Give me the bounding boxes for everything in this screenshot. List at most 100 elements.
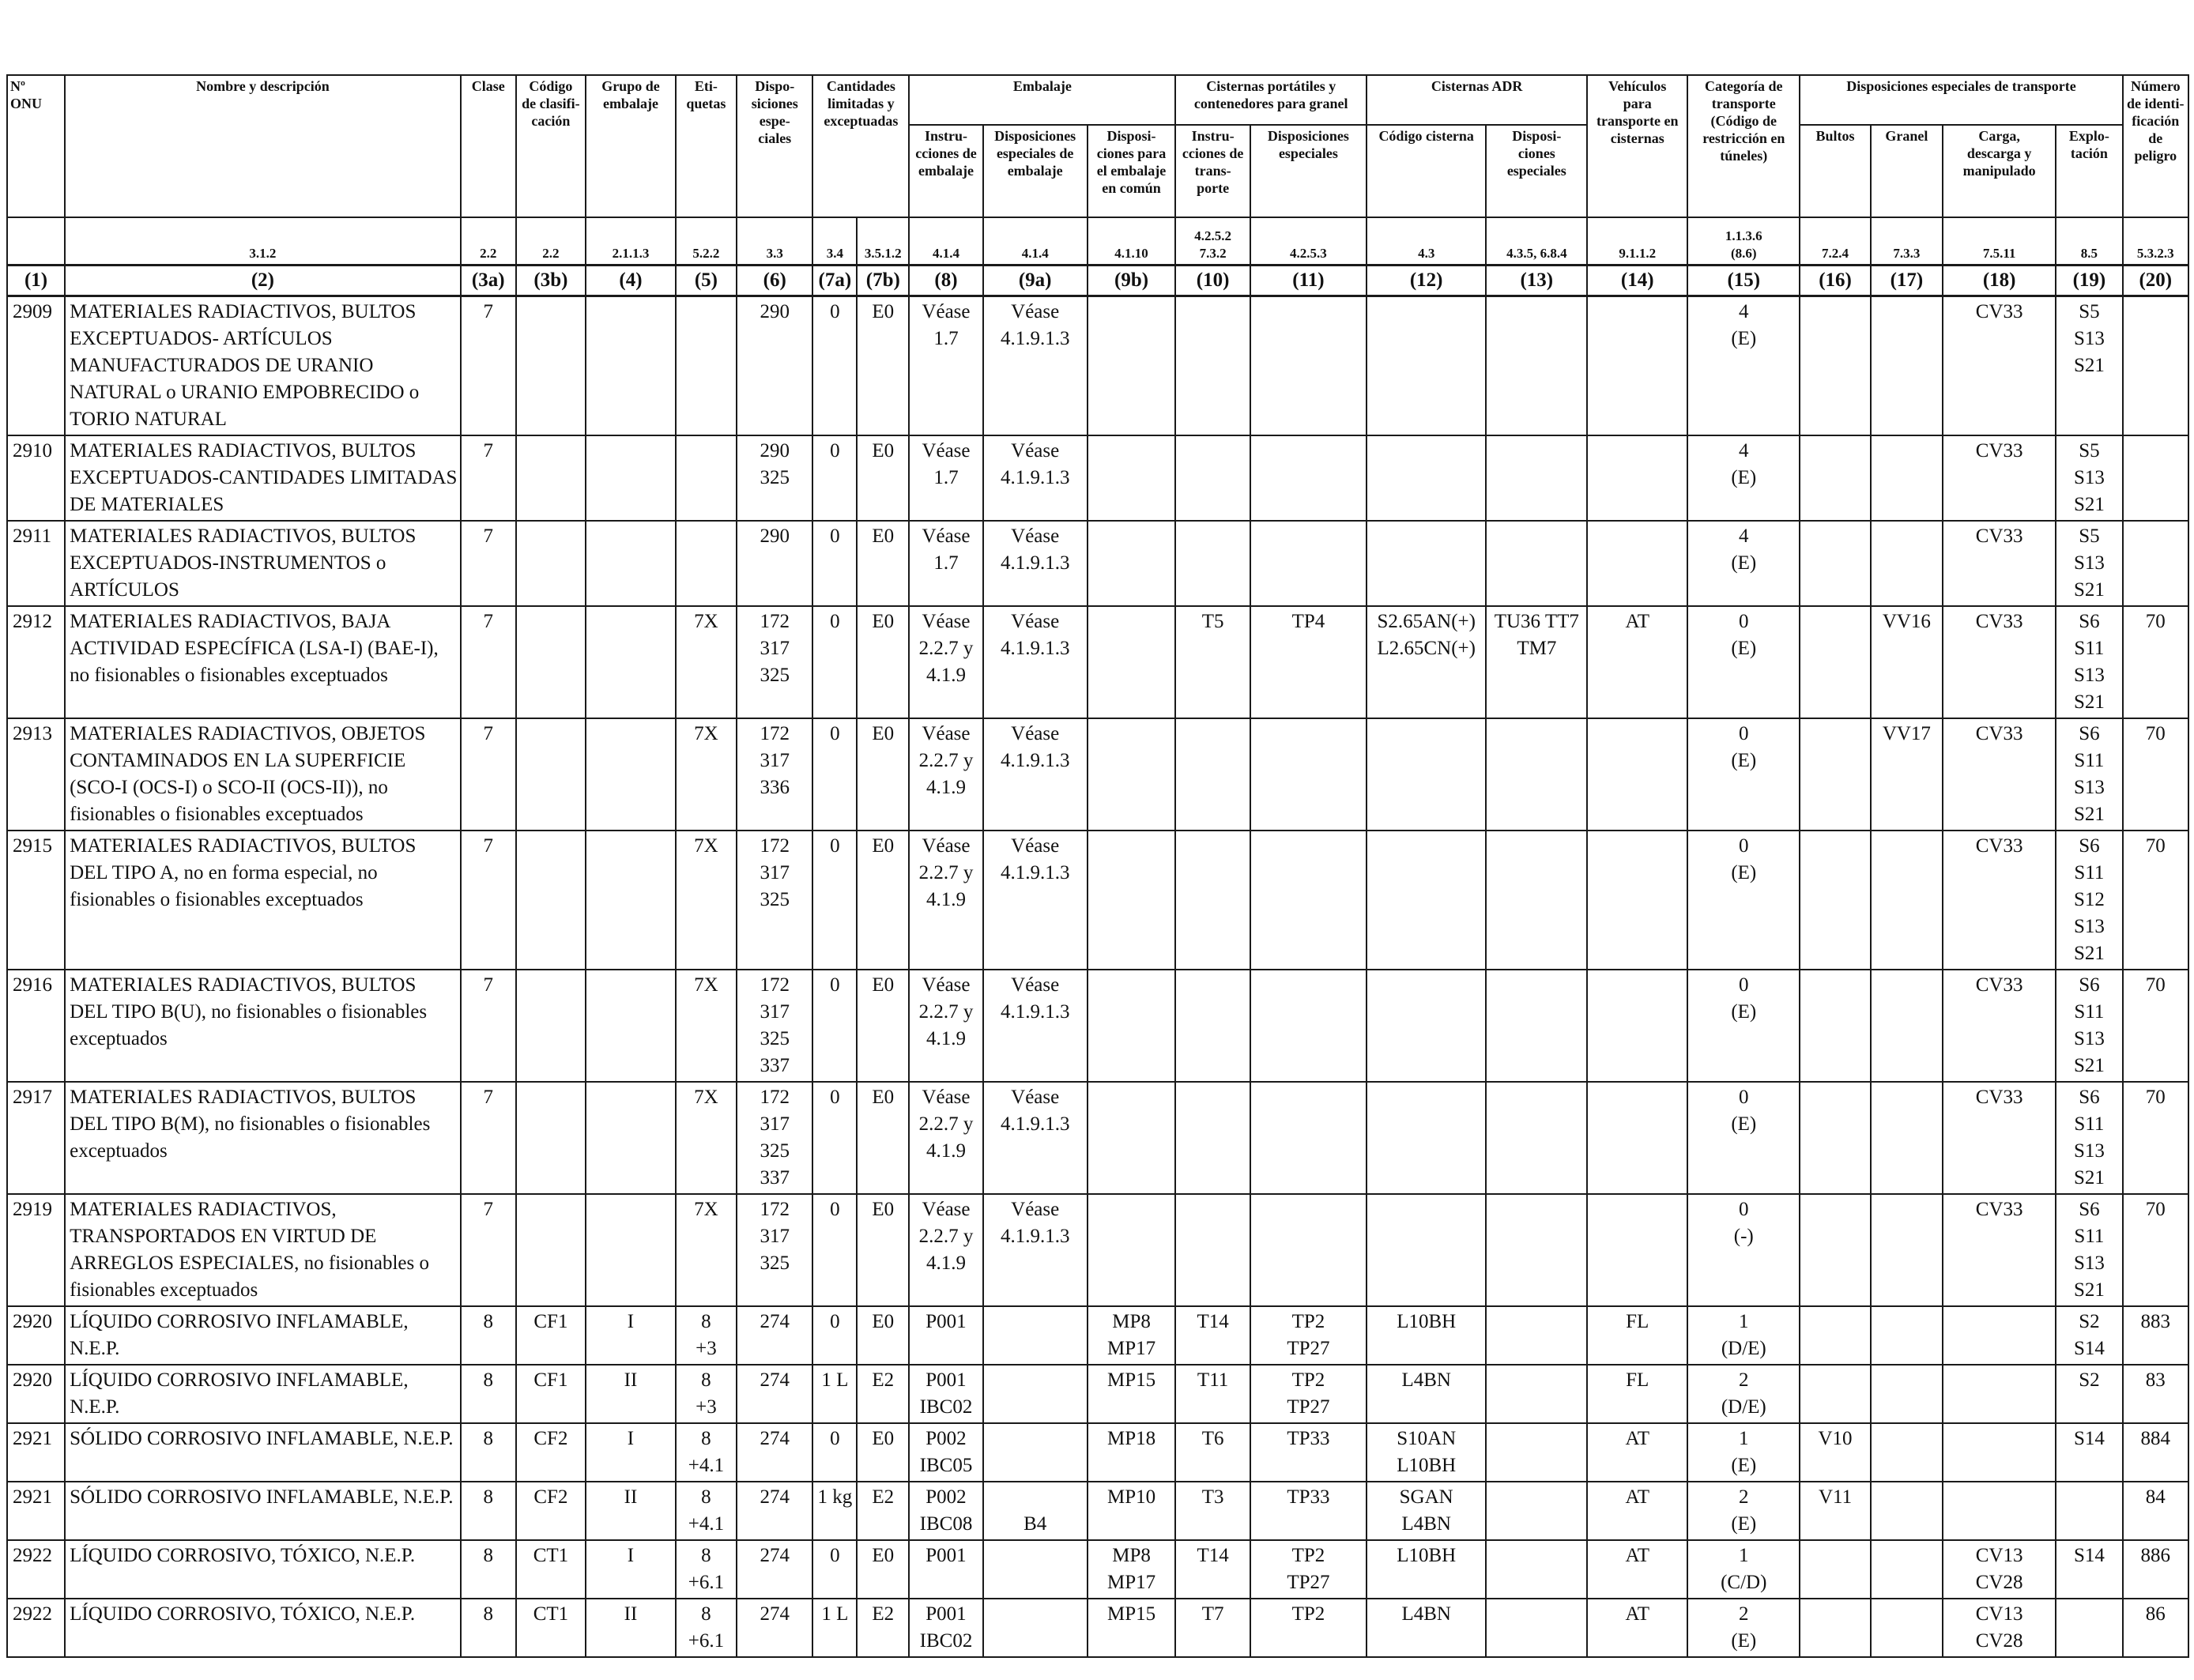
cell-hazard-id bbox=[2121, 435, 2190, 522]
cell-transport-category: 4 (E) bbox=[1687, 295, 1801, 436]
cell-portable-tank-instructions: T7 bbox=[1174, 1598, 1251, 1658]
table-row: 2916 MATERIALES RADIACTIVOS, BULTOS DEL T… bbox=[6, 969, 2190, 1083]
cell-carriage-loading: CV13 CV28 bbox=[1942, 1598, 2057, 1658]
cell-classification-code: CF1 bbox=[515, 1305, 587, 1365]
cell-portable-tank-special: TP2 TP27 bbox=[1249, 1364, 1368, 1424]
cell-packing-special-provisions: Véase 4.1.9.1.3 bbox=[982, 435, 1088, 522]
cell-tank-special-provisions bbox=[1485, 718, 1589, 831]
cell-carriage-operation: S5 S13 S21 bbox=[2055, 520, 2124, 607]
header-hazard-id: Número de identi- ficación de peligro bbox=[2121, 74, 2190, 217]
header-portable-tank-special: Disposiciones especiales bbox=[1249, 123, 1368, 217]
cell-tank-code bbox=[1366, 830, 1487, 970]
cell-limited-quantity: 1 kg bbox=[812, 1481, 858, 1541]
cell-packing-group: I bbox=[585, 1422, 677, 1482]
cell-tank-special-provisions bbox=[1485, 1422, 1589, 1482]
cell-name-description: MATERIALES RADIACTIVOS, BULTOS DEL TIPO … bbox=[64, 1081, 462, 1195]
cell-un-number: 2910 bbox=[6, 435, 66, 522]
cell-transport-category: 2 (E) bbox=[1687, 1598, 1801, 1658]
cell-mixed-packing: MP15 bbox=[1086, 1364, 1177, 1424]
cell-tank-code bbox=[1366, 520, 1487, 607]
cell-carriage-bulk bbox=[1869, 1598, 1944, 1658]
cell-classification-code bbox=[515, 1193, 587, 1307]
cell-carriage-packages bbox=[1799, 1305, 1872, 1365]
header-ref-10: 4.1.4 bbox=[908, 217, 984, 266]
table-row: 2922 LÍQUIDO CORROSIVO, TÓXICO, N.E.P. 8 CT… bbox=[6, 1539, 2190, 1599]
cell-labels: 7X bbox=[674, 718, 737, 831]
cell-class: 7 bbox=[459, 830, 517, 970]
cell-mixed-packing bbox=[1086, 605, 1177, 719]
cell-portable-tank-instructions bbox=[1174, 435, 1251, 522]
cell-transport-category: 4 (E) bbox=[1687, 520, 1801, 607]
cell-excepted-quantity: E0 bbox=[856, 1193, 910, 1307]
cell-un-number: 2921 bbox=[6, 1422, 66, 1482]
cell-hazard-id bbox=[2121, 520, 2190, 607]
cell-carriage-operation: S6 S11 S13 S21 bbox=[2055, 1081, 2124, 1195]
cell-name-description: MATERIALES RADIACTIVOS, BULTOS EXCEPTUAD… bbox=[64, 295, 462, 436]
cell-name-description: MATERIALES RADIACTIVOS, BULTOS DEL TIPO … bbox=[64, 830, 462, 970]
cell-carriage-bulk bbox=[1869, 830, 1944, 970]
cell-special-provisions: 290 bbox=[735, 520, 814, 607]
cell-packing-instructions: Véase 1.7 bbox=[908, 520, 984, 607]
table-row: 2921 SÓLIDO CORROSIVO INFLAMABLE, N.E.P. 8… bbox=[6, 1481, 2190, 1541]
header-ref-21: 7.5.11 bbox=[1942, 217, 2057, 266]
cell-packing-group bbox=[585, 969, 677, 1083]
cell-packing-special-provisions: Véase 4.1.9.1.3 bbox=[982, 1081, 1088, 1195]
cell-class: 7 bbox=[459, 520, 517, 607]
cell-limited-quantity: 0 bbox=[812, 969, 858, 1083]
header-row-references: 3.1.2 2.2 2.2 2.1.1.3 5.2.2 3.3 3.4 3.5.1.2 4.1.… bbox=[6, 217, 2190, 266]
header-ref-19: 7.2.4 bbox=[1799, 217, 1872, 266]
cell-carriage-operation: S6 S11 S13 S21 bbox=[2055, 969, 2124, 1083]
table-row: 2920 LÍQUIDO CORROSIVO INFLAMABLE, N.E.P.… bbox=[6, 1364, 2190, 1424]
cell-hazard-id: 83 bbox=[2121, 1364, 2190, 1424]
cell-labels: 8 +4.1 bbox=[674, 1422, 737, 1482]
cell-name-description: MATERIALES RADIACTIVOS, OBJETOS CONTAMIN… bbox=[64, 718, 462, 831]
column-number-16: (13) bbox=[1485, 264, 1589, 297]
header-bulk: Granel bbox=[1869, 123, 1944, 217]
column-number-15: (12) bbox=[1366, 264, 1487, 297]
cell-limited-quantity: 0 bbox=[812, 435, 858, 522]
cell-tank-special-provisions bbox=[1485, 969, 1589, 1083]
cell-special-provisions: 274 bbox=[735, 1598, 814, 1658]
cell-tank-special-provisions bbox=[1485, 1081, 1589, 1195]
cell-packing-group bbox=[585, 1081, 677, 1195]
header-packing-instructions: Instru- cciones de embalaje bbox=[908, 123, 984, 217]
cell-carriage-loading bbox=[1942, 1422, 2057, 1482]
cell-un-number: 2916 bbox=[6, 969, 66, 1083]
cell-carriage-bulk: VV17 bbox=[1869, 718, 1944, 831]
cell-labels: 8 +4.1 bbox=[674, 1481, 737, 1541]
cell-packing-group bbox=[585, 605, 677, 719]
cell-portable-tank-special bbox=[1249, 718, 1368, 831]
cell-packing-group bbox=[585, 295, 677, 436]
cell-carriage-bulk bbox=[1869, 1539, 1944, 1599]
cell-limited-quantity: 0 bbox=[812, 1422, 858, 1482]
cell-tank-vehicle bbox=[1586, 1081, 1689, 1195]
cell-un-number: 2921 bbox=[6, 1481, 66, 1541]
cell-tank-special-provisions bbox=[1485, 1364, 1589, 1424]
column-number-22: (19) bbox=[2055, 264, 2124, 297]
cell-class: 7 bbox=[459, 1193, 517, 1307]
cell-carriage-bulk bbox=[1869, 1422, 1944, 1482]
cell-tank-code: S2.65AN(+) L2.65CN(+) bbox=[1366, 605, 1487, 719]
cell-tank-vehicle: AT bbox=[1586, 1481, 1689, 1541]
cell-hazard-id: 70 bbox=[2121, 1193, 2190, 1307]
cell-name-description: MATERIALES RADIACTIVOS, TRANSPORTADOS EN… bbox=[64, 1193, 462, 1307]
cell-limited-quantity: 1 L bbox=[812, 1598, 858, 1658]
cell-packing-special-provisions: Véase 4.1.9.1.3 bbox=[982, 969, 1088, 1083]
column-number-18: (15) bbox=[1687, 264, 1801, 297]
cell-labels: 7X bbox=[674, 1193, 737, 1307]
table-row: 2922 LÍQUIDO CORROSIVO, TÓXICO, N.E.P. 8 CT… bbox=[6, 1598, 2190, 1658]
cell-tank-vehicle: AT bbox=[1586, 605, 1689, 719]
header-ref-6: 5.2.2 bbox=[674, 217, 737, 266]
cell-hazard-id: 70 bbox=[2121, 969, 2190, 1083]
header-ref-1 bbox=[6, 217, 66, 266]
header-portable-tank-instructions: Instru- cciones de trans- porte bbox=[1174, 123, 1251, 217]
cell-carriage-bulk bbox=[1869, 1364, 1944, 1424]
cell-classification-code bbox=[515, 435, 587, 522]
cell-carriage-packages bbox=[1799, 520, 1872, 607]
cell-packing-special-provisions bbox=[982, 1598, 1088, 1658]
cell-packing-group: I bbox=[585, 1539, 677, 1599]
column-number-11: (9a) bbox=[982, 264, 1088, 297]
cell-labels: 8 +3 bbox=[674, 1305, 737, 1365]
cell-portable-tank-instructions bbox=[1174, 969, 1251, 1083]
cell-tank-code: S10AN L10BH bbox=[1366, 1422, 1487, 1482]
